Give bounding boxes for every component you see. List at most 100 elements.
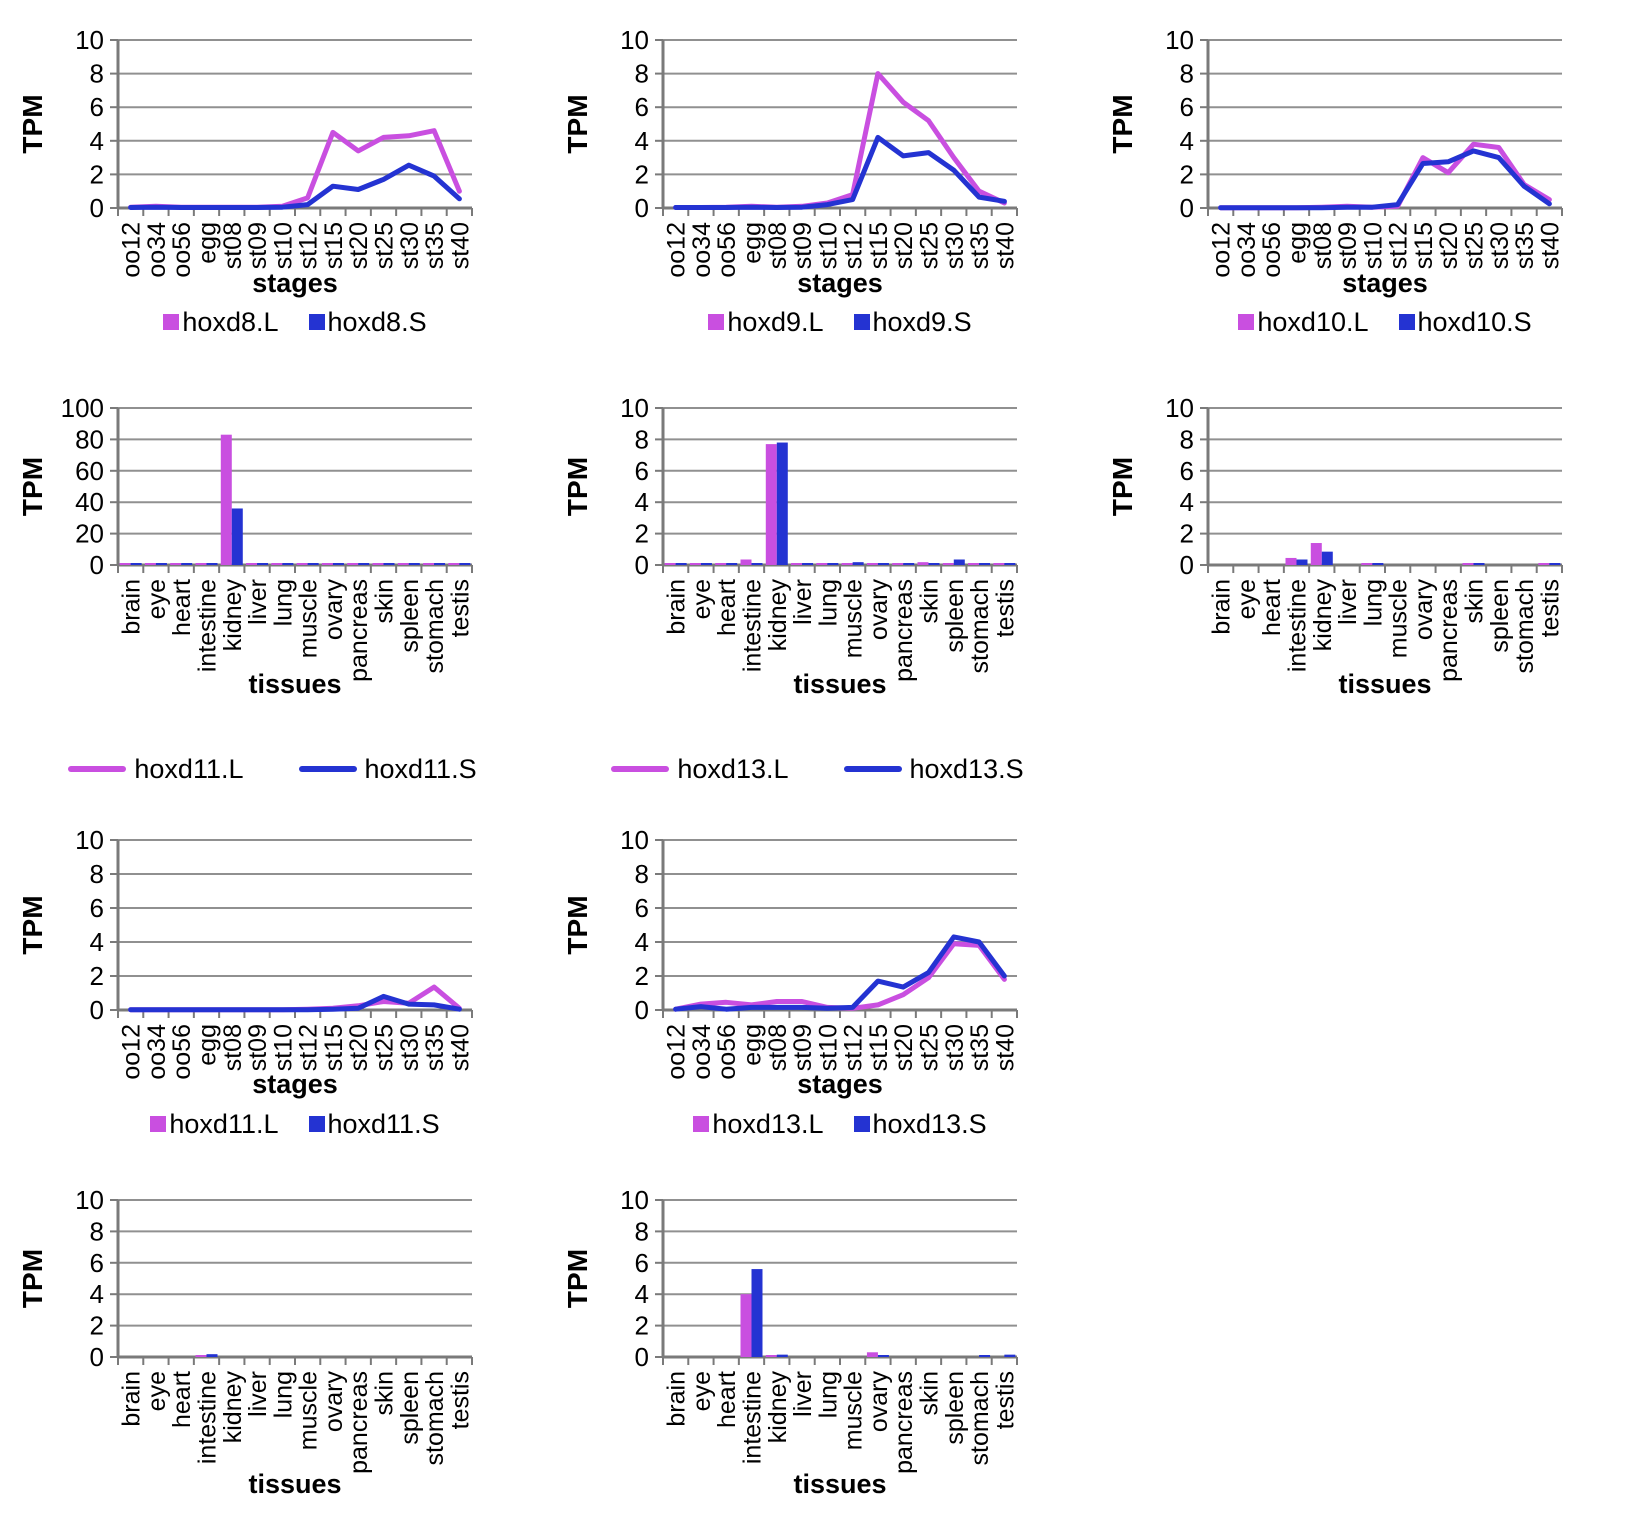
x-category-label: muscle	[295, 579, 323, 658]
y-tick-label: 8	[1180, 59, 1194, 89]
series-line-hoxd11.S	[128, 993, 462, 1013]
x-category-label: egg	[194, 222, 222, 264]
bar-hoxd8.L-brain	[119, 563, 131, 565]
y-tick-label: 2	[635, 519, 649, 549]
y-tick-label: 0	[90, 193, 104, 223]
bar-hoxd10.L-kidney	[1310, 543, 1322, 565]
legend-line-swatch	[298, 766, 357, 772]
panel-hoxd11-stages: 0 2 4 6 8 10 oo12 oo34 oo56 egg st08 st09 st10 st12 st…	[0, 795, 545, 1105]
bar-hoxd8.S-kidney	[231, 508, 243, 565]
x-category-label: st30	[1486, 222, 1514, 269]
series-line-hoxd10.L	[1218, 141, 1552, 211]
bar-hoxd8.S-intestine	[206, 563, 218, 565]
legend-hoxd13-stages: hoxd13.L hoxd13.S	[645, 1106, 1035, 1142]
bar-hoxd9.L-skin	[917, 562, 929, 565]
y-tick-label: 40	[75, 487, 104, 517]
x-category-label: st30	[396, 222, 424, 269]
x-category-label: st25	[916, 222, 944, 269]
x-category-label: st10	[269, 1024, 297, 1071]
bar-hoxd9.S-lung	[827, 563, 839, 565]
x-category-label: st30	[941, 222, 969, 269]
y-tick-label: 0	[635, 193, 649, 223]
legend-square-swatch	[163, 314, 180, 330]
chart-hoxd13-stages: 0246810oo12oo34oo56eggst08st09st10st12st…	[562, 825, 1019, 1099]
bar-hoxd13.S-kidney	[776, 1354, 788, 1357]
bar-hoxd8.S-testis	[459, 563, 471, 565]
bar-hoxd9.S-spleen	[953, 559, 965, 565]
y-tick-label: 8	[635, 1216, 649, 1246]
x-category-label: heart	[168, 1371, 196, 1428]
bar-hoxd9.S-heart	[726, 563, 738, 565]
y-tick-label: 10	[1165, 393, 1194, 423]
x-category-label: intestine	[194, 579, 222, 672]
y-tick-label: 8	[635, 424, 649, 454]
bar-hoxd9.S-pancreas	[903, 563, 915, 565]
x-category-label: st09	[244, 1024, 272, 1071]
y-tick-label: 0	[1180, 550, 1194, 580]
x-category-label: oo34	[143, 1024, 171, 1080]
y-tick-label: 6	[635, 893, 649, 923]
y-tick-label: 4	[90, 927, 104, 957]
x-axis-title: tissues	[793, 669, 886, 699]
x-category-label: kidney	[219, 579, 247, 652]
y-axis-title: TPM	[1107, 457, 1138, 516]
legend-item-hoxd8.S: hoxd8.S	[308, 307, 427, 338]
y-tick-label: 0	[90, 1342, 104, 1372]
legend-line-swatch	[68, 766, 127, 772]
bar-hoxd8.L-pancreas	[347, 563, 359, 565]
x-category-label: stomach	[421, 579, 449, 673]
x-category-label: st09	[789, 222, 817, 269]
y-tick-label: 8	[1180, 424, 1194, 454]
x-category-label: st08	[219, 1024, 247, 1071]
y-tick-label: 4	[635, 927, 649, 957]
bar-hoxd9.L-testis	[993, 563, 1005, 565]
y-tick-label: 4	[635, 126, 649, 156]
legend-item-hoxd8.L: hoxd8.L	[163, 307, 279, 338]
y-tick-label: 4	[90, 1279, 104, 1309]
y-tick-label: 10	[75, 25, 104, 55]
x-category-label: oo34	[143, 222, 171, 278]
y-tick-label: 20	[75, 519, 104, 549]
x-category-label: liver	[244, 1371, 272, 1417]
bar-hoxd9.L-muscle	[841, 563, 853, 565]
bar-hoxd10.S-intestine	[1296, 559, 1308, 565]
x-axis-title: tissues	[248, 669, 341, 699]
x-category-label: lung	[814, 579, 842, 626]
x-category-label: intestine	[739, 579, 767, 672]
y-tick-label: 4	[1180, 126, 1194, 156]
y-tick-label: 100	[61, 393, 104, 423]
y-axis-title: TPM	[562, 895, 593, 954]
x-category-label: st12	[1385, 222, 1413, 269]
x-category-label: ovary	[320, 1371, 348, 1433]
y-tick-label: 8	[90, 1216, 104, 1246]
x-category-label: brain	[663, 579, 691, 635]
bar-hoxd9.L-intestine	[740, 559, 752, 565]
bar-hoxd9.L-lung	[816, 563, 828, 565]
x-category-label: liver	[789, 1371, 817, 1417]
bar-hoxd9.S-brain	[675, 563, 687, 565]
x-category-label: st40	[446, 1024, 474, 1071]
x-category-label: spleen	[396, 1371, 424, 1445]
line-legend-hoxd13: hoxd13.L hoxd13.S	[575, 748, 1060, 790]
y-axis-title: TPM	[562, 1249, 593, 1308]
y-tick-label: 4	[90, 126, 104, 156]
x-axis-title: stages	[252, 1069, 338, 1099]
x-category-label: st15	[320, 1024, 348, 1071]
x-category-label: st08	[219, 222, 247, 269]
bar-hoxd13.S-testis	[1004, 1354, 1016, 1357]
panel-hoxd9-tissues: 0 2 4 6 8 10 brain eye heart intestine kidney liver…	[545, 352, 1090, 707]
chart-hoxd10-stages: 0246810oo12oo34oo56eggst08st09st10st12st…	[1107, 25, 1564, 298]
x-category-label: st25	[1461, 222, 1489, 269]
bar-hoxd8.L-spleen	[397, 563, 409, 565]
y-tick-label: 10	[620, 825, 649, 855]
legend-square-swatch	[708, 314, 725, 330]
x-category-label: kidney	[219, 1371, 247, 1444]
x-category-label: brain	[1208, 579, 1236, 635]
legend-label: hoxd11.L	[169, 1108, 279, 1139]
bar-hoxd10.S-testis	[1549, 563, 1561, 565]
x-category-label: lung	[1359, 579, 1387, 626]
series-line-hoxd8.L	[128, 128, 462, 210]
series-line-hoxd8.S	[128, 162, 462, 210]
bar-hoxd9.L-eye	[689, 563, 701, 565]
x-axis-title: stages	[252, 268, 338, 298]
